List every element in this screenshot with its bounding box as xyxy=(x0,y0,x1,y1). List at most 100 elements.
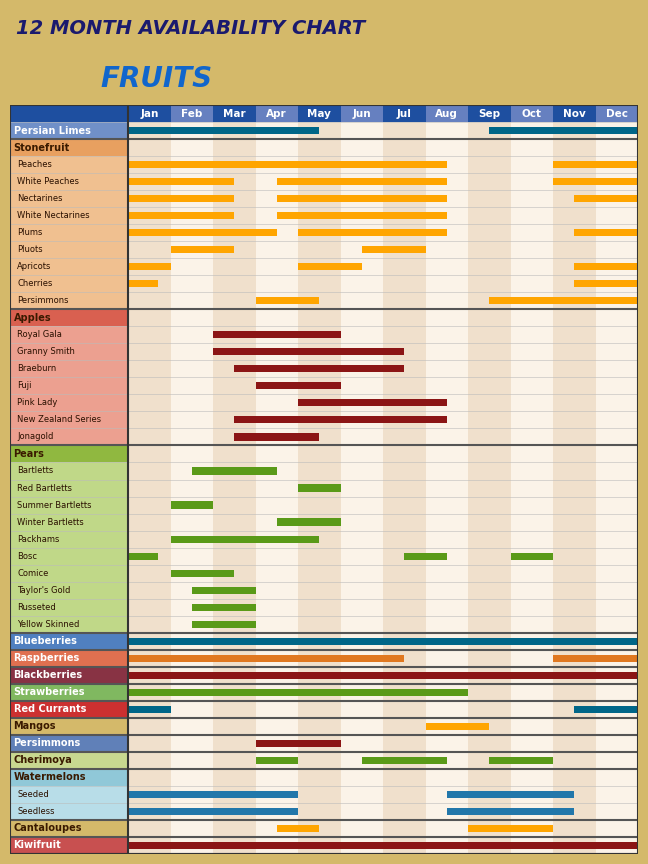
Bar xyxy=(213,348,404,355)
Bar xyxy=(10,207,128,224)
Bar xyxy=(468,825,553,832)
Text: Bosc: Bosc xyxy=(17,551,37,561)
Bar xyxy=(446,791,574,798)
Bar xyxy=(468,105,511,854)
Bar xyxy=(298,485,340,492)
Text: Granny Smith: Granny Smith xyxy=(17,347,75,356)
Bar xyxy=(10,667,128,683)
Bar xyxy=(362,757,446,764)
Bar xyxy=(128,264,170,270)
Bar xyxy=(213,105,255,854)
Bar xyxy=(128,552,157,560)
Text: Raspberries: Raspberries xyxy=(14,653,80,664)
Bar xyxy=(128,161,446,168)
Bar xyxy=(10,769,128,786)
Bar xyxy=(298,105,340,854)
Bar xyxy=(10,360,128,378)
Bar xyxy=(277,195,446,202)
Bar xyxy=(10,599,128,616)
Text: Bartletts: Bartletts xyxy=(17,467,53,475)
Bar xyxy=(511,105,553,854)
Text: FRUITS: FRUITS xyxy=(100,65,213,93)
Text: Taylor's Gold: Taylor's Gold xyxy=(17,586,71,594)
Text: Oct: Oct xyxy=(522,109,542,118)
Bar xyxy=(10,701,128,718)
Bar xyxy=(10,650,128,667)
Bar xyxy=(362,246,426,253)
Bar xyxy=(511,105,553,122)
Bar xyxy=(10,411,128,429)
Bar xyxy=(10,156,128,173)
Bar xyxy=(128,842,638,849)
Bar xyxy=(192,467,277,474)
Bar xyxy=(10,820,128,837)
Text: Jun: Jun xyxy=(353,109,371,118)
Text: Apr: Apr xyxy=(266,109,287,118)
Text: Sep: Sep xyxy=(478,109,500,118)
Bar xyxy=(255,382,340,390)
Text: Plums: Plums xyxy=(17,228,43,238)
Bar xyxy=(574,706,638,713)
Bar xyxy=(255,757,298,764)
Bar xyxy=(10,752,128,769)
Bar xyxy=(10,683,128,701)
Bar xyxy=(255,297,319,304)
Bar xyxy=(10,480,128,497)
Text: Watermelons: Watermelons xyxy=(14,772,86,783)
Bar xyxy=(128,689,468,696)
Bar xyxy=(10,548,128,564)
Bar xyxy=(10,276,128,292)
Bar xyxy=(255,105,298,122)
Bar xyxy=(553,178,638,185)
Text: Pluots: Pluots xyxy=(17,245,43,254)
Bar xyxy=(426,723,489,730)
Text: Mangos: Mangos xyxy=(14,721,56,731)
Bar xyxy=(553,161,638,168)
Bar xyxy=(10,837,128,854)
Bar xyxy=(10,581,128,599)
Bar xyxy=(10,378,128,394)
Bar xyxy=(446,808,574,815)
Text: Strawberries: Strawberries xyxy=(14,687,85,697)
Bar xyxy=(170,569,234,576)
Bar xyxy=(128,655,404,662)
Text: Russeted: Russeted xyxy=(17,603,56,612)
Text: 12 MONTH AVAILABILITY CHART: 12 MONTH AVAILABILITY CHART xyxy=(16,19,365,38)
Text: New Zealand Series: New Zealand Series xyxy=(17,416,101,424)
Bar xyxy=(383,105,426,854)
Text: White Nectarines: White Nectarines xyxy=(17,211,89,220)
Bar xyxy=(553,105,596,854)
Text: White Peaches: White Peaches xyxy=(17,177,79,186)
Bar xyxy=(234,365,404,372)
Bar xyxy=(128,808,298,815)
Bar xyxy=(10,139,128,156)
Bar xyxy=(128,280,157,288)
Text: Red Bartletts: Red Bartletts xyxy=(17,484,72,492)
Text: Winter Bartletts: Winter Bartletts xyxy=(17,518,84,526)
Bar xyxy=(596,105,638,854)
Bar xyxy=(10,309,128,327)
Bar xyxy=(574,195,638,202)
Text: Summer Bartletts: Summer Bartletts xyxy=(17,500,91,510)
Bar xyxy=(170,246,234,253)
Bar xyxy=(10,513,128,530)
Text: Blackberries: Blackberries xyxy=(14,670,83,680)
Text: Kiwifruit: Kiwifruit xyxy=(14,841,62,850)
Bar xyxy=(192,620,255,628)
Bar xyxy=(10,292,128,309)
Text: Blueberries: Blueberries xyxy=(14,636,77,646)
Bar xyxy=(10,803,128,820)
Bar xyxy=(128,105,170,854)
Bar xyxy=(10,343,128,360)
Text: Persian Limes: Persian Limes xyxy=(14,125,91,136)
Bar xyxy=(298,229,446,236)
Bar xyxy=(511,552,553,560)
Text: Peaches: Peaches xyxy=(17,160,52,169)
Text: Jan: Jan xyxy=(140,109,159,118)
Text: Cantaloupes: Cantaloupes xyxy=(14,823,82,834)
Text: Cherries: Cherries xyxy=(17,279,52,289)
Bar xyxy=(128,178,234,185)
Bar xyxy=(10,632,128,650)
Text: Apricots: Apricots xyxy=(17,262,51,271)
Bar xyxy=(213,105,255,122)
